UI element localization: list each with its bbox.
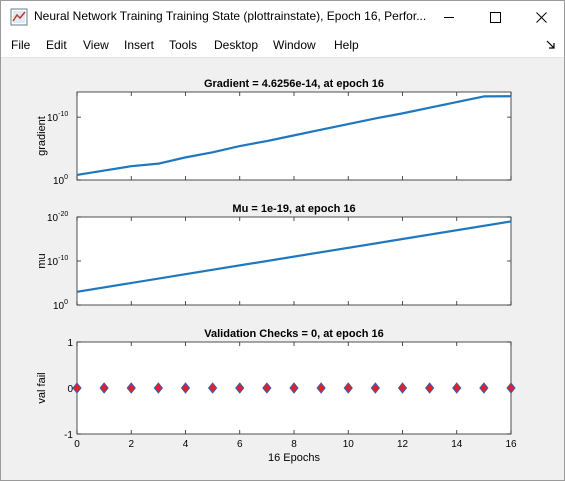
val-fail-marker [207, 382, 218, 394]
maximize-icon [490, 12, 501, 23]
val-fail-marker [262, 382, 272, 394]
minimize-icon [444, 17, 454, 18]
x-tick-label: 0 [74, 439, 80, 450]
window-title: Neural Network Training Training State (… [34, 9, 427, 23]
val-fail-marker [289, 382, 299, 394]
val-fail-marker [506, 382, 516, 394]
menu-desktop[interactable]: Desktop [214, 38, 259, 52]
menu-edit[interactable]: Edit [46, 38, 67, 52]
figure-canvas: Gradient = 4.6256e-14, at epoch 16 gradie… [1, 58, 564, 480]
val-fail-marker [235, 382, 245, 394]
close-button[interactable] [518, 1, 564, 33]
val-fail-marker [479, 382, 489, 394]
val-fail-marker [343, 382, 353, 394]
val-fail-marker [452, 382, 462, 394]
x-tick-label: 2 [128, 439, 134, 450]
menu-window[interactable]: Window [273, 38, 316, 52]
val-fail-marker [99, 382, 109, 394]
menu-view[interactable]: View [83, 38, 109, 52]
y-tick-label: 10-10 [47, 111, 68, 124]
matlab-figure-icon [10, 8, 28, 26]
x-tick-label: 16 [505, 439, 517, 450]
val-fail-marker [180, 382, 191, 394]
y-axis-label: val fail [36, 372, 48, 403]
minimize-button[interactable] [426, 1, 472, 33]
x-tick-label: 14 [451, 439, 463, 450]
y-tick-label: 1 [67, 338, 73, 349]
x-tick-label: 10 [343, 439, 355, 450]
val-fail-marker [370, 382, 381, 394]
training-state-plots: Gradient = 4.6256e-14, at epoch 16 gradie… [36, 78, 517, 464]
plot-panel-3: Validation Checks = 0, at epoch 16 val fa… [36, 328, 517, 464]
plot-panel-1: Gradient = 4.6256e-14, at epoch 16 gradie… [36, 78, 512, 187]
y-axis-label: gradient [36, 116, 48, 156]
menu-tools[interactable]: Tools [169, 38, 198, 52]
y-tick-label: -1 [64, 430, 73, 441]
menu-bar: File Edit View Insert Tools Desktop Wind… [1, 33, 564, 58]
plot-title: Mu = 1e-19, at epoch 16 [232, 203, 355, 215]
val-fail-marker [424, 382, 435, 394]
plot-title: Gradient = 4.6256e-14, at epoch 16 [204, 78, 384, 90]
title-bar[interactable]: Neural Network Training Training State (… [1, 1, 564, 33]
val-fail-marker [126, 382, 136, 394]
y-tick-label: 100 [53, 299, 68, 312]
menu-file[interactable]: File [11, 38, 31, 52]
val-fail-marker [397, 382, 408, 394]
dock-arrow-icon[interactable] [546, 40, 556, 50]
val-fail-marker [153, 382, 164, 394]
series-line [76, 95, 512, 177]
plot-panel-2: Mu = 1e-19, at epoch 16 mu 100 10-10 10-20 [36, 203, 512, 312]
menu-help[interactable]: Help [334, 38, 359, 52]
x-tick-label: 8 [291, 439, 297, 450]
maximize-button[interactable] [472, 1, 518, 33]
x-tick-label: 6 [237, 439, 243, 450]
x-tick-label: 4 [183, 439, 189, 450]
y-tick-label: 100 [53, 174, 68, 187]
axes-box [76, 216, 512, 306]
y-tick-label: 10-20 [47, 211, 68, 224]
y-tick-label: 10-10 [47, 255, 68, 268]
x-axis-label: 16 Epochs [268, 452, 320, 464]
y-axis-label: mu [36, 253, 48, 268]
menu-insert[interactable]: Insert [124, 38, 155, 52]
val-fail-marker [316, 382, 326, 394]
close-icon [536, 12, 547, 23]
x-tick-label: 12 [397, 439, 409, 450]
val-fail-marker [72, 382, 82, 394]
y-tick-label: 0 [67, 384, 73, 395]
plot-title: Validation Checks = 0, at epoch 16 [204, 328, 383, 340]
series-line [76, 220, 512, 293]
